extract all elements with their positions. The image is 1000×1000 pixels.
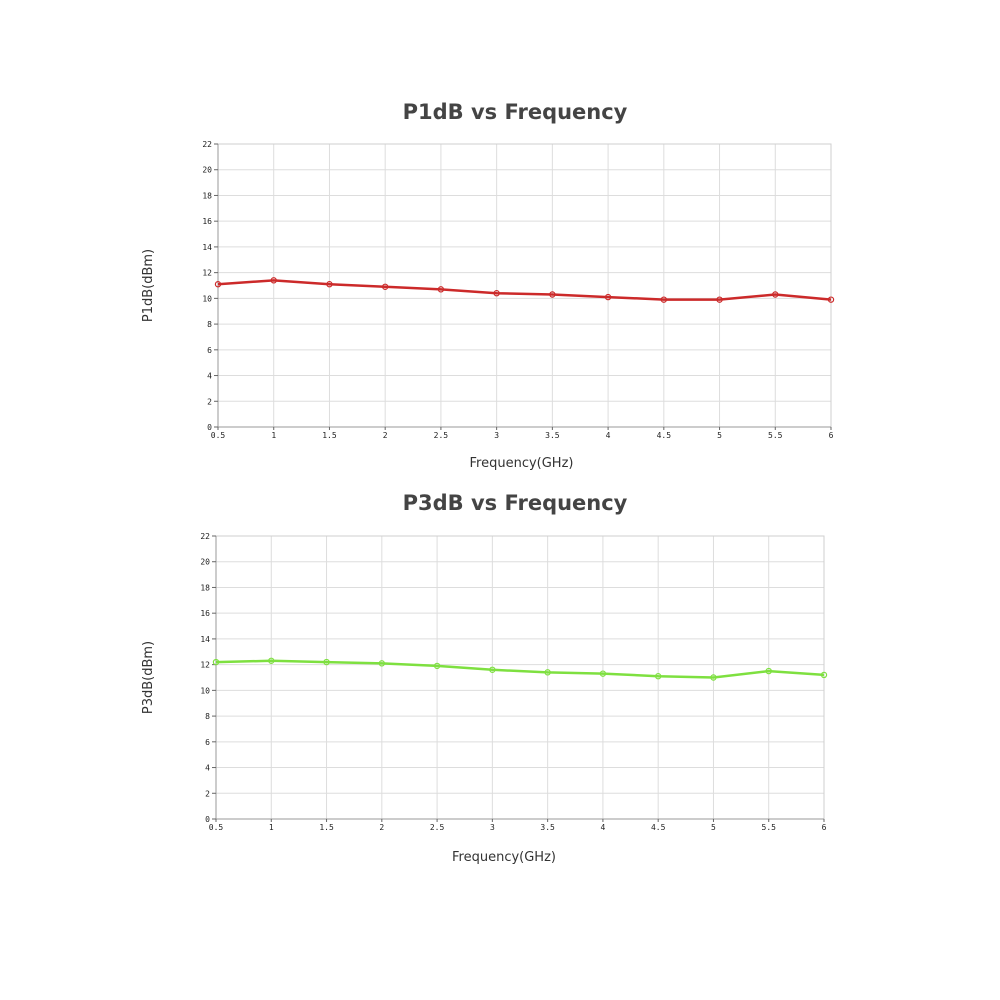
data-point bbox=[326, 281, 333, 288]
p1db-plot: 0 2 4 6 8 10 12 14 16 18 20 22 0.5 1 1.5 2 2.5 3 3.5 4 4.5 5 5… bbox=[141, 140, 835, 471]
x-tick-label: 1.5 bbox=[322, 431, 337, 440]
y-tick-label: 0 bbox=[205, 815, 210, 824]
data-point bbox=[378, 660, 386, 667]
data-point bbox=[654, 673, 662, 680]
y-tick-label: 10 bbox=[202, 294, 212, 303]
series-line bbox=[217, 279, 832, 301]
data-point bbox=[827, 296, 835, 303]
y-tick-label: 4 bbox=[205, 764, 210, 773]
x-tick-label: 2 bbox=[379, 823, 384, 832]
data-point bbox=[544, 669, 551, 676]
plot-frame bbox=[215, 535, 825, 820]
p3db-plot: 0 2 4 6 8 10 12 14 16 18 20 22 0.5 1 1.5 2 2.5 3 3.5 4 4.5 5 5… bbox=[141, 532, 828, 865]
y-tick-label: 2 bbox=[207, 397, 212, 406]
y-tick-label: 6 bbox=[207, 346, 212, 355]
y-tick-label: 4 bbox=[207, 372, 212, 381]
x-tick-label: 2 bbox=[383, 431, 388, 440]
chart-title: P1dB vs Frequency bbox=[402, 100, 628, 124]
p1db-chart: P1dB vs Frequency 0 2 4 6 8 10 12 14 16 18 20 22 0.5… bbox=[0, 95, 1000, 480]
x-tick-label: 5 bbox=[717, 431, 722, 440]
data-point bbox=[710, 674, 717, 681]
y-tick-label: 8 bbox=[205, 712, 210, 721]
data-point bbox=[433, 662, 441, 670]
x-tick-label: 6 bbox=[829, 431, 834, 440]
y-tick-label: 14 bbox=[200, 635, 210, 644]
x-tick-label: 3 bbox=[494, 431, 499, 440]
data-point bbox=[381, 283, 389, 290]
x-tick-label: 5.5 bbox=[768, 431, 783, 440]
chart-title: P3dB vs Frequency bbox=[402, 491, 628, 515]
x-tick-label: 1.5 bbox=[319, 823, 334, 832]
y-tick-label: 0 bbox=[207, 423, 212, 432]
x-tick-label: 0.5 bbox=[209, 823, 224, 832]
data-point bbox=[604, 293, 612, 301]
y-tick-label: 18 bbox=[202, 191, 212, 200]
y-axis-title: P1dB(dBm) bbox=[141, 249, 156, 322]
x-axis-title: Frequency(GHz) bbox=[470, 456, 574, 471]
x-tick-label: 3 bbox=[490, 823, 495, 832]
y-tick-label: 2 bbox=[205, 789, 210, 798]
y-tick-label: 10 bbox=[200, 686, 210, 695]
y-tick-label: 22 bbox=[202, 140, 212, 149]
x-tick-label: 6 bbox=[822, 823, 827, 832]
data-point bbox=[437, 286, 445, 293]
y-tick-label: 12 bbox=[202, 269, 212, 278]
y-tick-label: 20 bbox=[200, 558, 210, 567]
y-tick-label: 14 bbox=[202, 243, 212, 252]
data-point bbox=[599, 670, 607, 677]
data-point bbox=[660, 296, 668, 303]
x-axis-title: Frequency(GHz) bbox=[452, 850, 556, 865]
y-tick-label: 22 bbox=[200, 532, 210, 541]
x-tick-label: 1 bbox=[269, 823, 274, 832]
data-point bbox=[489, 666, 496, 673]
p3db-chart: P3dB vs Frequency 0 2 4 6 8 10 12 14 16 18 20 22 0.5… bbox=[0, 486, 1000, 871]
data-point bbox=[765, 667, 772, 675]
data-point bbox=[716, 296, 723, 303]
y-tick-label: 6 bbox=[205, 738, 210, 747]
data-point bbox=[772, 291, 779, 298]
data-point bbox=[493, 290, 500, 297]
data-point bbox=[268, 657, 275, 664]
y-axis-title: P3dB(dBm) bbox=[141, 641, 156, 714]
y-tick-label: 20 bbox=[202, 166, 212, 175]
data-point bbox=[549, 291, 556, 298]
x-tick-label: 4.5 bbox=[651, 823, 666, 832]
x-tick-label: 4.5 bbox=[657, 431, 672, 440]
x-tick-label: 5.5 bbox=[762, 823, 777, 832]
x-tick-label: 2.5 bbox=[434, 431, 449, 440]
data-point bbox=[270, 277, 277, 284]
x-tick-label: 3.5 bbox=[540, 823, 555, 832]
y-tick-label: 12 bbox=[200, 661, 210, 670]
x-tick-label: 4 bbox=[600, 823, 605, 832]
y-tick-label: 16 bbox=[200, 609, 210, 618]
x-tick-label: 0.5 bbox=[211, 431, 226, 440]
y-tick-label: 16 bbox=[202, 217, 212, 226]
series-line bbox=[215, 659, 825, 679]
x-tick-label: 2.5 bbox=[430, 823, 445, 832]
data-point bbox=[214, 281, 222, 288]
x-tick-label: 4 bbox=[606, 431, 611, 440]
data-point bbox=[212, 658, 220, 666]
y-tick-label: 8 bbox=[207, 320, 212, 329]
x-tick-label: 5 bbox=[711, 823, 716, 832]
y-tick-label: 18 bbox=[200, 583, 210, 592]
data-point bbox=[323, 658, 330, 666]
x-tick-label: 3.5 bbox=[545, 431, 560, 440]
data-point bbox=[820, 671, 828, 679]
plot-frame bbox=[217, 143, 832, 428]
x-tick-label: 1 bbox=[271, 431, 276, 440]
